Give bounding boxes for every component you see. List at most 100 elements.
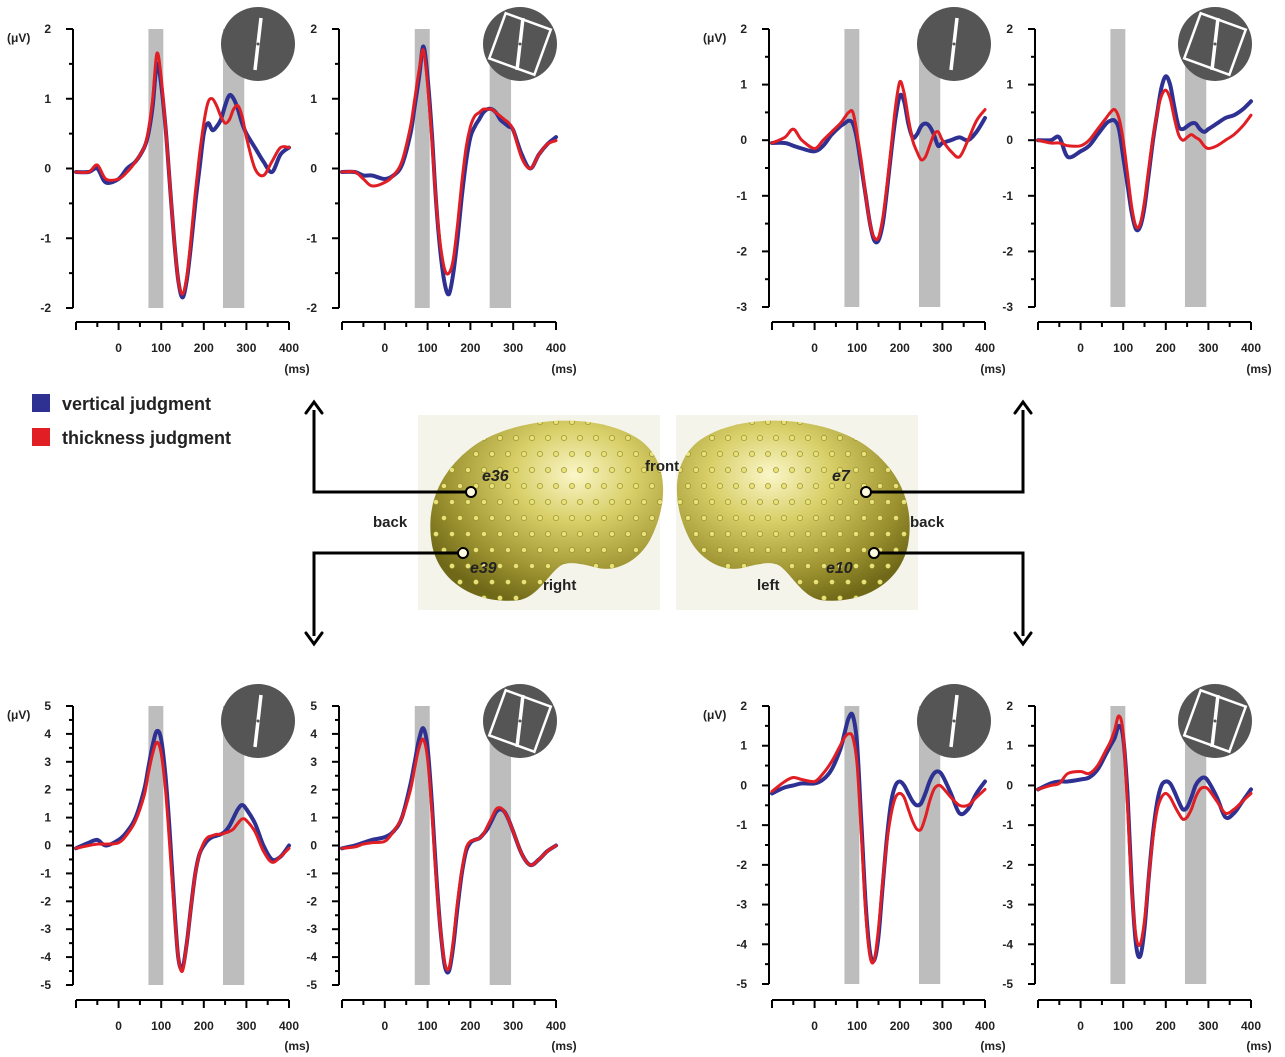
sensor-dot: [513, 467, 519, 473]
sensor-dot: [725, 435, 731, 441]
sensor-dot: [749, 451, 755, 457]
sensor-dot: [861, 547, 867, 553]
y-tick-label: 4: [310, 727, 317, 741]
x-axis-unit-label: (ms): [284, 362, 309, 376]
sensor-dot: [709, 467, 715, 473]
sensor-dot: [569, 483, 575, 489]
sensor-dot: [641, 499, 647, 505]
electrode-marker-e36: [465, 486, 477, 498]
sensor-dot: [529, 435, 535, 441]
legend-label-vertical: vertical judgment: [62, 394, 211, 414]
stimulus-center-dot: [1213, 719, 1217, 723]
sensor-dot: [457, 483, 463, 489]
sensor-dot: [789, 563, 795, 569]
head-left-scalp: [676, 420, 910, 601]
y-tick-label: -1: [40, 231, 51, 245]
sensor-dot: [449, 467, 455, 473]
sensor-dot: [805, 499, 811, 505]
shaded-window: [1110, 29, 1126, 307]
sensor-dot: [513, 531, 519, 537]
shaded-window: [918, 29, 941, 307]
x-tick-label: 200: [1156, 1019, 1176, 1033]
x-tick-label: 300: [1198, 341, 1218, 355]
sensor-dot: [837, 563, 843, 569]
x-tick-label: 400: [279, 1019, 299, 1033]
sensor-dot: [553, 515, 559, 521]
y-tick-label: -1: [736, 818, 747, 832]
sensor-dot: [821, 595, 827, 601]
shaded-window: [414, 706, 430, 985]
sensor-dot: [717, 515, 723, 521]
sensor-dot: [665, 419, 670, 424]
sensor-dot: [489, 579, 495, 585]
electrode-label-e10: e10: [826, 560, 853, 577]
y-tick-label: 0: [1006, 133, 1013, 147]
sensor-dot: [765, 483, 771, 489]
electrode-marker-e39: [457, 547, 469, 559]
sensor-dot: [633, 483, 639, 489]
sensor-dot: [749, 547, 755, 553]
sensor-dot: [853, 499, 859, 505]
sensor-dot: [829, 451, 835, 457]
x-tick-label: 200: [1156, 341, 1176, 355]
sensor-dot: [749, 515, 755, 521]
x-tick-label: 300: [932, 1019, 952, 1033]
line-in-square-icon: [483, 7, 557, 81]
x-tick-label: 400: [975, 1019, 995, 1033]
sensor-dot: [505, 579, 511, 585]
shaded-window: [1110, 706, 1126, 984]
erp-panel-e7-square: 2 1 0 -1 -2 -3 0 100 200 300 400 (ms): [1002, 7, 1272, 376]
x-tick-label: 0: [381, 341, 388, 355]
sensor-dot: [633, 451, 639, 457]
sensor-dot: [609, 563, 615, 569]
sensor-dot: [489, 483, 495, 489]
sensor-dot: [625, 435, 631, 441]
sensor-dot: [717, 451, 723, 457]
electrode-label-e7: e7: [832, 468, 851, 485]
sensor-dot: [901, 531, 907, 537]
line-in-square-icon: [1178, 684, 1252, 758]
y-tick-label: 5: [310, 699, 317, 713]
sensor-dot: [633, 515, 639, 521]
sensor-dot: [813, 579, 819, 585]
x-axis-unit-label: (ms): [980, 1039, 1005, 1053]
sensor-dot: [837, 595, 843, 601]
sensor-dot: [765, 515, 771, 521]
y-tick-label: 2: [740, 22, 747, 36]
y-tick-label: -1: [40, 866, 51, 880]
sensor-dot: [513, 563, 519, 569]
sensor-dot: [733, 483, 739, 489]
sensor-dot: [693, 531, 699, 537]
stimulus-center-dot: [256, 42, 260, 46]
connector-e39: [312, 551, 463, 636]
sensor-dot: [505, 515, 511, 521]
shaded-window: [1184, 706, 1207, 984]
sensor-dot: [601, 483, 607, 489]
sensor-dot: [457, 579, 463, 585]
series-line-thickness-judgment: [1036, 88, 1253, 230]
sensor-dot: [781, 515, 787, 521]
sensor-dot: [709, 435, 715, 441]
sensor-dot: [593, 435, 599, 441]
x-tick-label: 400: [975, 341, 995, 355]
sensor-dot: [585, 451, 591, 457]
erp-panel-e7-line: 2 1 0 -1 -2 -3 (μV) 0 100 200 300 400 (ms): [703, 7, 1006, 376]
x-tick-label: 0: [381, 1019, 388, 1033]
sensor-dot: [641, 467, 647, 473]
sensor-dot: [901, 499, 907, 505]
sensor-dot: [609, 467, 615, 473]
x-tick-label: 0: [811, 1019, 818, 1033]
y-tick-label: -3: [1002, 300, 1013, 314]
y-tick-label: -3: [1002, 898, 1013, 912]
x-axis-unit-label: (ms): [1246, 362, 1271, 376]
sensor-dot: [473, 579, 479, 585]
x-tick-label: 0: [1077, 341, 1084, 355]
y-axis-unit-label: (μV): [703, 31, 726, 45]
sensor-dot: [553, 451, 559, 457]
sensor-dot: [829, 515, 835, 521]
sensor-dot: [665, 515, 670, 520]
y-tick-label: -5: [40, 978, 51, 992]
sensor-dot: [813, 451, 819, 457]
sensor-dot: [577, 531, 583, 537]
